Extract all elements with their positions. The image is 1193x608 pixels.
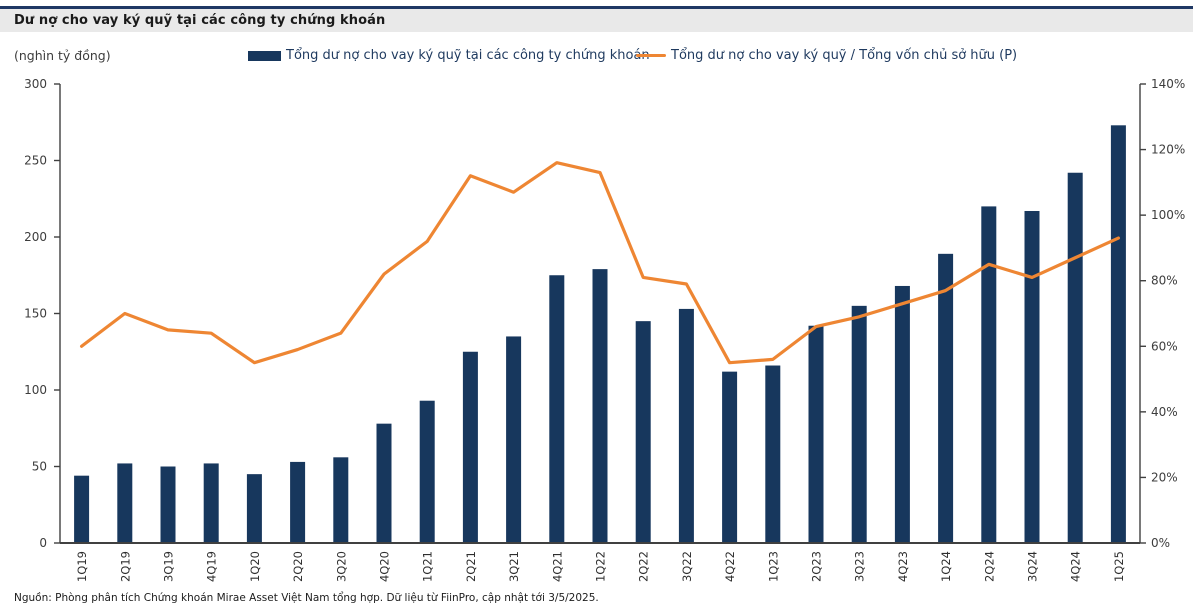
right-tick-label: 80%: [1151, 274, 1178, 288]
x-label-2Q24: 2Q24: [982, 551, 996, 582]
x-label-4Q20: 4Q20: [378, 551, 392, 582]
x-label-1Q22: 1Q22: [594, 551, 608, 582]
bar-2Q23: [808, 325, 824, 543]
left-tick-label: 150: [24, 307, 47, 321]
x-label-2Q20: 2Q20: [291, 551, 305, 582]
x-label-1Q23: 1Q23: [766, 551, 780, 582]
bar-2Q22: [635, 321, 651, 543]
left-tick-label: 0: [39, 536, 47, 550]
x-label-1Q24: 1Q24: [939, 551, 953, 582]
bar-3Q19: [160, 466, 176, 543]
right-tick-label: 60%: [1151, 339, 1178, 353]
x-label-2Q21: 2Q21: [464, 551, 478, 582]
left-axis-unit-label: (nghìn tỷ đồng): [14, 48, 111, 63]
source-note: Nguồn: Phòng phân tích Chứng khoán Mirae…: [14, 592, 599, 604]
x-label-3Q19: 3Q19: [162, 551, 176, 582]
x-label-4Q24: 4Q24: [1069, 551, 1083, 582]
bar-4Q23: [894, 285, 910, 543]
legend-item-bar: Tổng dư nợ cho vay ký quỹ tại các công t…: [248, 48, 650, 63]
legend-bar-label: Tổng dư nợ cho vay ký quỹ tại các công t…: [286, 48, 650, 63]
bar-series-swatch: [248, 50, 281, 61]
x-label-1Q20: 1Q20: [248, 551, 262, 582]
bar-3Q20: [333, 457, 349, 543]
page-title: Dư nợ cho vay ký quỹ tại các công ty chứ…: [14, 13, 386, 28]
bar-4Q19: [203, 463, 219, 543]
bar-3Q24: [1024, 210, 1040, 544]
ratio-line: [79, 161, 1121, 365]
bar-2Q19: [117, 463, 133, 543]
legend-item-line: Tổng dư nợ cho vay ký quỹ / Tổng vốn chủ…: [636, 48, 1017, 63]
bar-1Q22: [592, 269, 608, 543]
left-tick-label: 300: [24, 77, 47, 91]
x-label-1Q19: 1Q19: [75, 551, 89, 582]
right-tick-label: 20%: [1151, 470, 1178, 484]
x-label-3Q24: 3Q24: [1026, 551, 1040, 582]
x-label-3Q21: 3Q21: [507, 551, 521, 582]
x-label-2Q22: 2Q22: [637, 551, 651, 582]
right-tick-label: 0%: [1151, 536, 1170, 550]
bar-2Q20: [290, 461, 306, 543]
bar-4Q20: [376, 423, 392, 543]
bar-2Q21: [462, 351, 478, 543]
x-label-2Q19: 2Q19: [118, 551, 132, 582]
x-label-4Q23: 4Q23: [896, 551, 910, 582]
title-band: Dư nợ cho vay ký quỹ tại các công ty chứ…: [0, 6, 1193, 32]
bar-3Q23: [851, 305, 867, 543]
right-tick-label: 120%: [1151, 143, 1185, 157]
left-tick-label: 100: [24, 383, 47, 397]
right-tick-label: 100%: [1151, 208, 1185, 222]
bar-1Q19: [74, 475, 90, 543]
bar-4Q21: [549, 275, 565, 543]
left-tick-label: 200: [24, 230, 47, 244]
left-tick-label: 50: [32, 460, 47, 474]
right-tick-label: 140%: [1151, 77, 1185, 91]
bar-3Q21: [506, 336, 522, 543]
x-label-3Q20: 3Q20: [334, 551, 348, 582]
legend-line-label: Tổng dư nợ cho vay ký quỹ / Tổng vốn chủ…: [671, 48, 1018, 63]
left-tick-label: 250: [24, 154, 47, 168]
bar-1Q25: [1110, 125, 1126, 543]
x-label-3Q23: 3Q23: [853, 551, 867, 582]
x-label-1Q25: 1Q25: [1112, 551, 1126, 582]
bar-4Q22: [722, 371, 738, 543]
x-label-2Q23: 2Q23: [810, 551, 824, 582]
line-series-swatch: [636, 53, 666, 58]
bar-1Q24: [938, 253, 954, 543]
x-label-3Q22: 3Q22: [680, 551, 694, 582]
bar-4Q24: [1067, 172, 1083, 544]
bar-1Q20: [246, 474, 262, 543]
x-label-4Q21: 4Q21: [550, 551, 564, 582]
x-label-4Q19: 4Q19: [205, 551, 219, 582]
bar-2Q24: [981, 206, 997, 543]
bar-3Q22: [678, 308, 694, 543]
bar-1Q23: [765, 365, 781, 543]
x-label-4Q22: 4Q22: [723, 551, 737, 582]
right-tick-label: 40%: [1151, 405, 1178, 419]
x-label-1Q21: 1Q21: [421, 551, 435, 582]
bar-1Q21: [419, 400, 435, 543]
